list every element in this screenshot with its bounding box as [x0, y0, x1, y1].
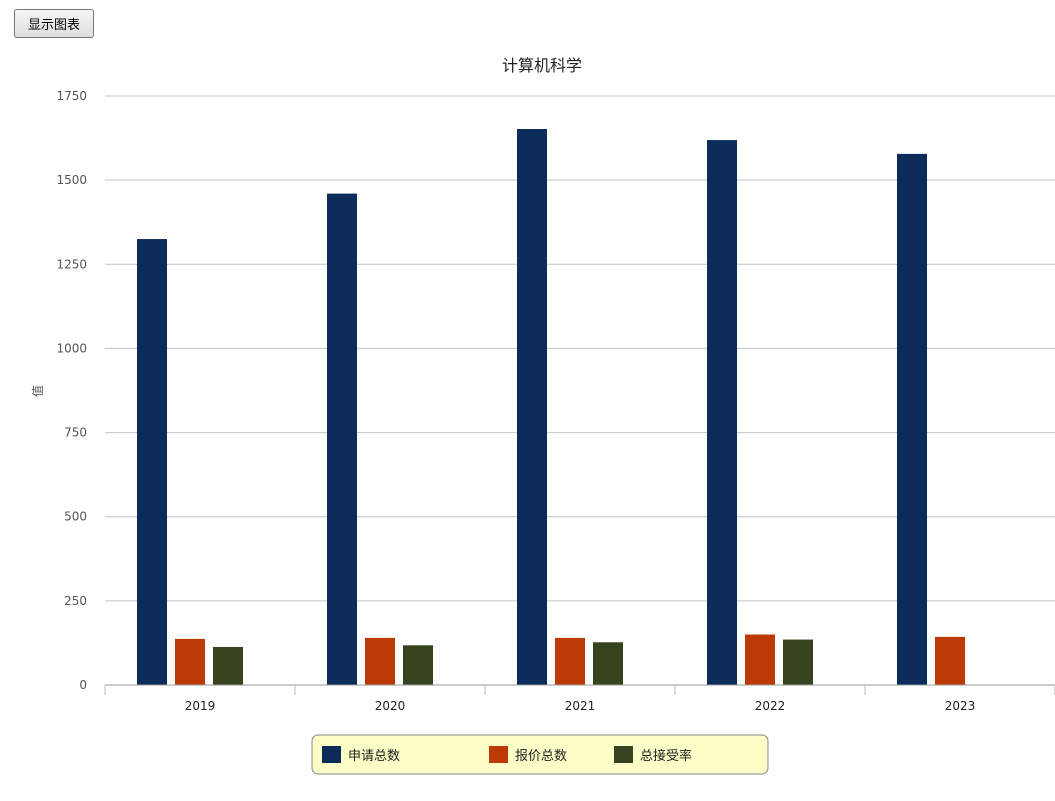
- bar-0-4: [897, 153, 927, 686]
- bar-0-3: [707, 140, 737, 686]
- x-tick-label: 2023: [945, 699, 976, 713]
- x-tick-label: 2020: [375, 699, 406, 713]
- axes: 0 250 500 750 1000 1250 1500 1750 2019 2020 2021 20…: [56, 89, 1055, 713]
- y-tick-label: 1250: [56, 257, 87, 271]
- y-tick-label: 1500: [56, 173, 87, 187]
- x-tick-label: 2021: [565, 699, 596, 713]
- y-tick-label: 1000: [56, 341, 87, 355]
- legend-label-1: 报价总数: [515, 749, 567, 764]
- y-tick-label: 250: [64, 594, 87, 608]
- y-tick-label: 1750: [56, 89, 87, 103]
- show-chart-button[interactable]: 显示图表: [14, 9, 94, 38]
- y-axis-label: 值: [30, 385, 45, 397]
- legend: 申请总数 报价总数 总接受率: [311, 734, 769, 775]
- bar-1-0: [175, 638, 205, 685]
- bar-0-2: [517, 128, 547, 685]
- y-tick-label: 0: [79, 678, 87, 692]
- bar-2-0: [213, 646, 243, 685]
- y-tick-label: 750: [64, 426, 87, 440]
- bar-1-4: [935, 636, 965, 685]
- bar-0-0: [137, 239, 167, 686]
- chart-title: 计算机科学: [502, 56, 582, 75]
- legend-label-0: 申请总数: [348, 749, 400, 764]
- legend-swatch-1: [489, 746, 508, 763]
- legend-box: [311, 734, 769, 775]
- y-tick-label: 500: [64, 510, 87, 524]
- x-tick-label: 2019: [185, 699, 216, 713]
- legend-swatch-2: [614, 746, 633, 763]
- bar-1-3: [745, 634, 775, 685]
- x-tick-label: 2022: [755, 699, 786, 713]
- bar-1-2: [555, 637, 585, 685]
- bar-2-1: [403, 645, 433, 685]
- legend-label-2: 总接受率: [640, 748, 692, 764]
- legend-swatch-0: [322, 746, 341, 763]
- bar-1-1: [365, 637, 395, 685]
- gridlines: [105, 95, 1055, 602]
- bar-0-1: [327, 193, 357, 685]
- bar-2-3: [783, 639, 813, 685]
- bars: [137, 128, 965, 686]
- bar-2-2: [593, 642, 623, 685]
